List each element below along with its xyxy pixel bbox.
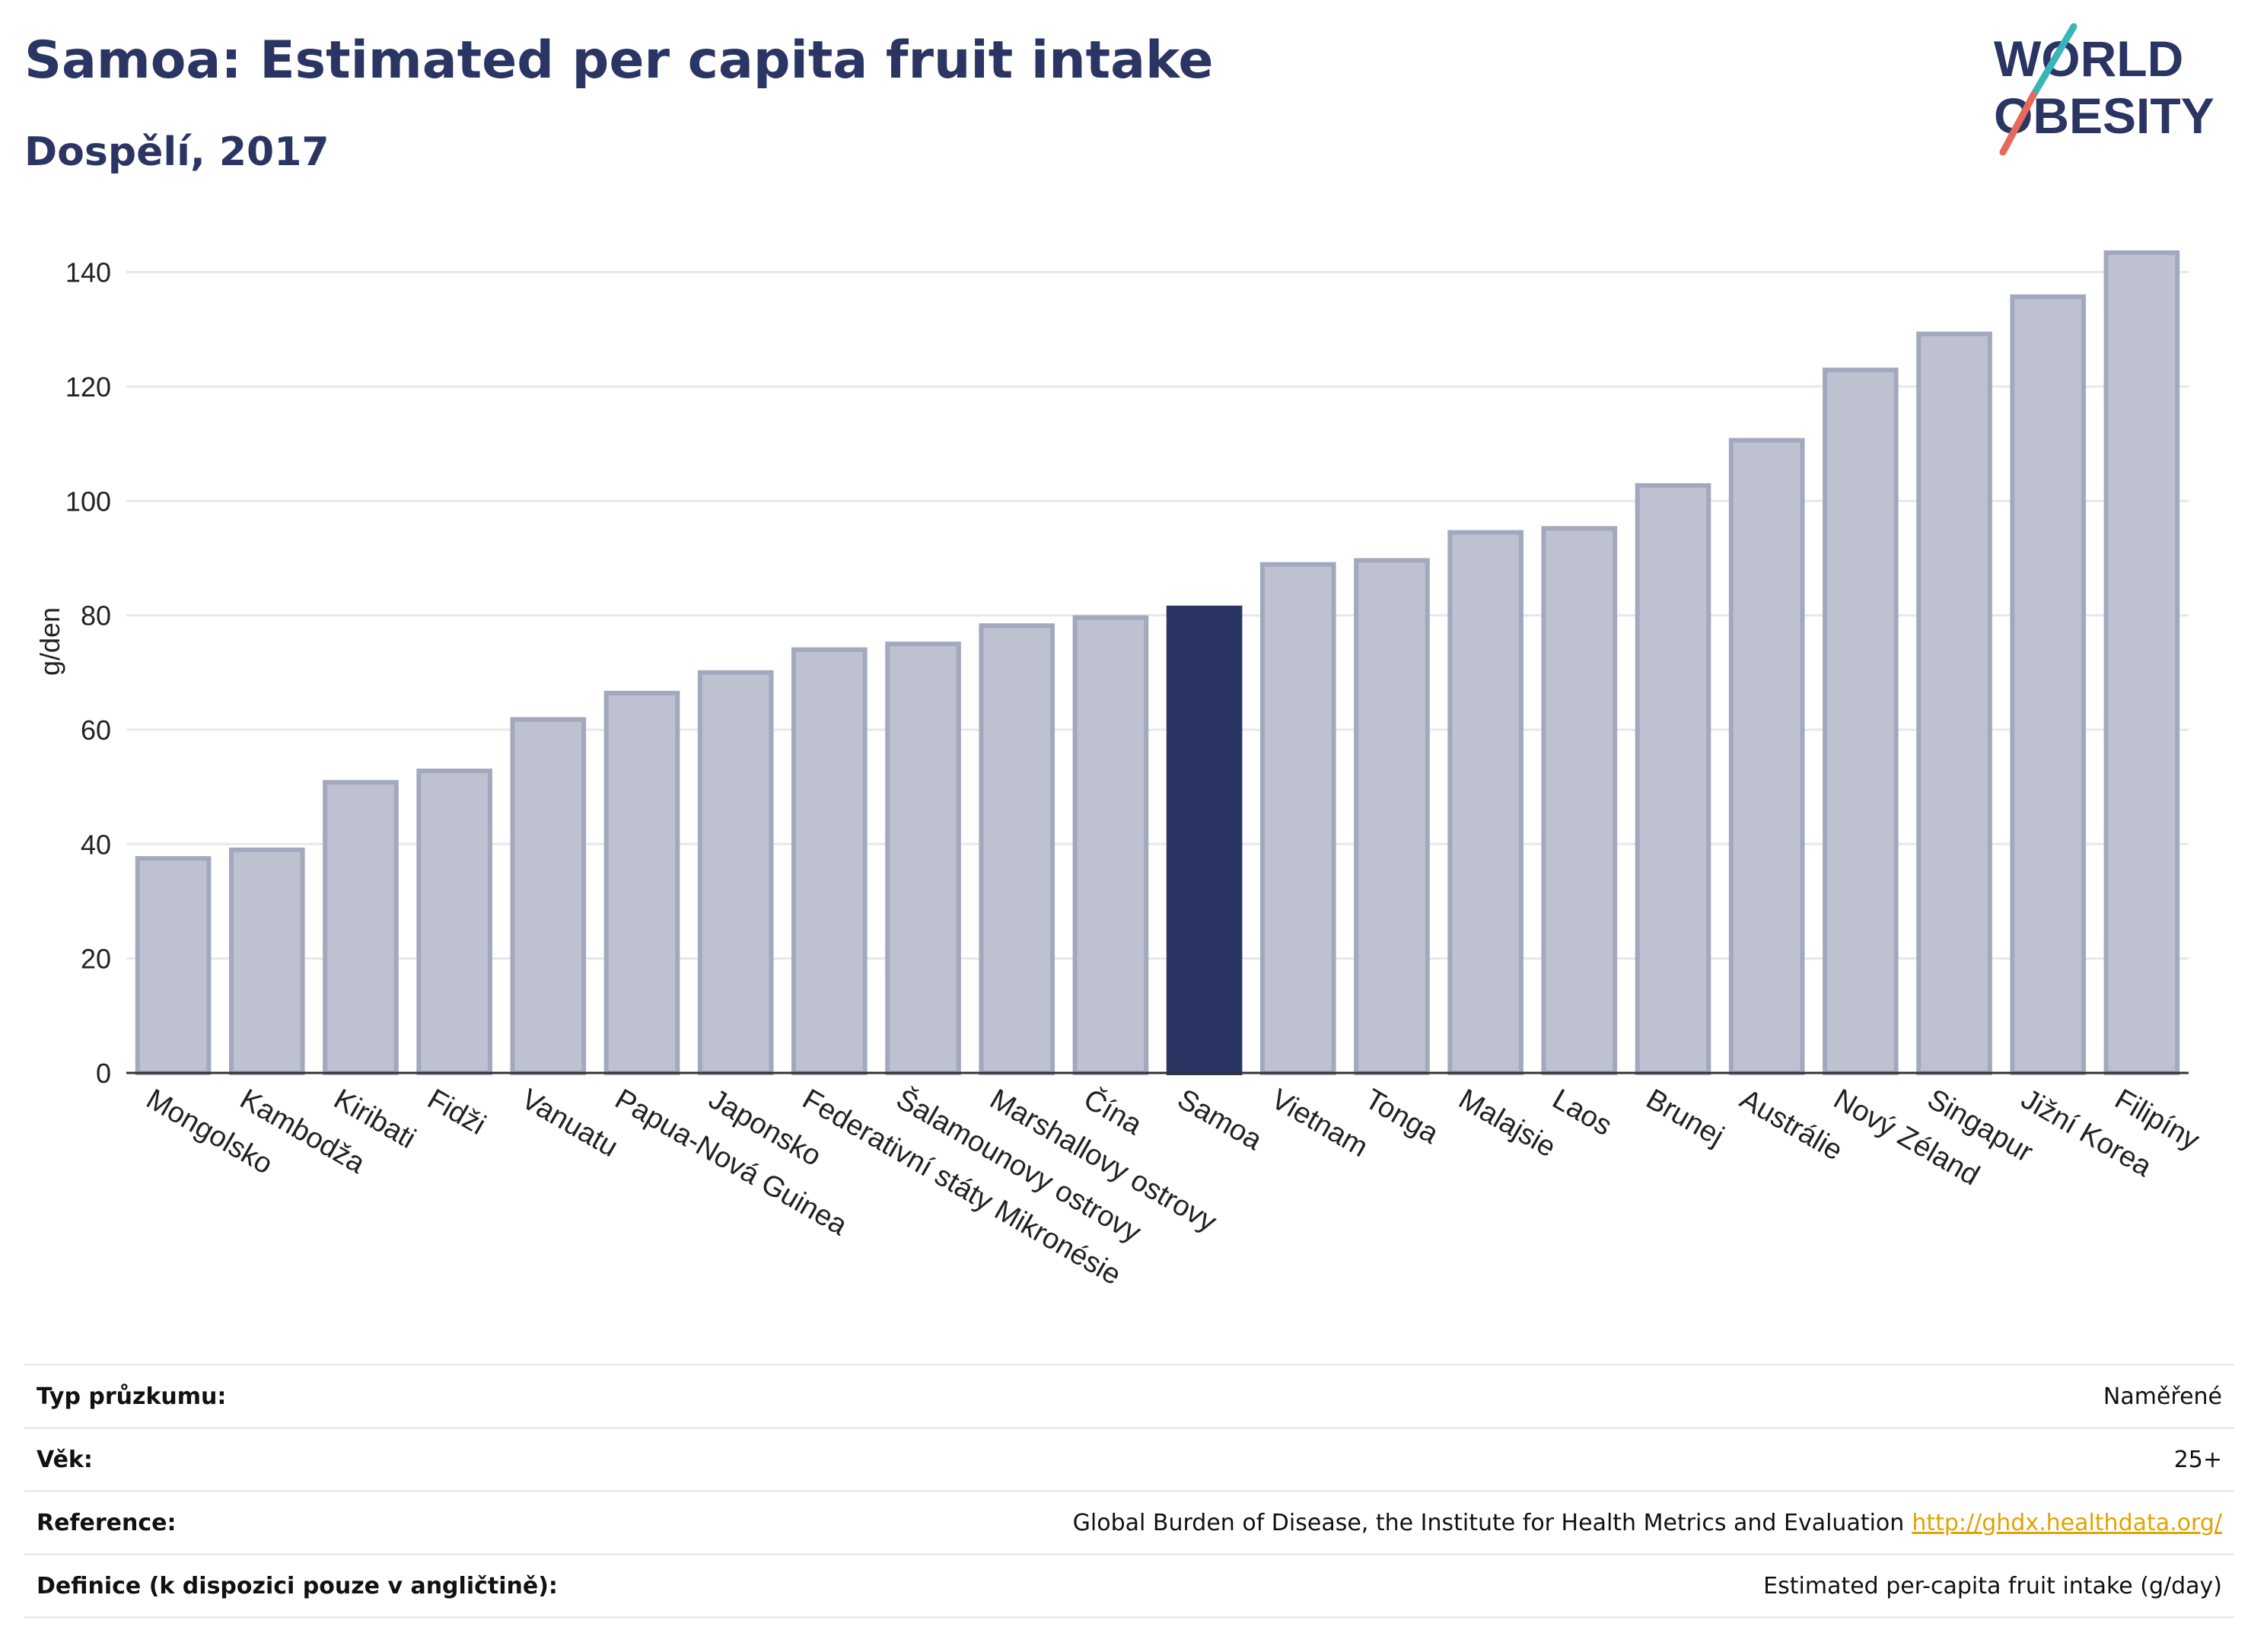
bar-2[interactable]	[323, 780, 399, 1075]
x-tick-label: Fidži	[422, 1083, 491, 1141]
chart-title: Samoa: Estimated per capita fruit intake	[24, 30, 1214, 91]
bar-20[interactable]	[2010, 294, 2087, 1075]
y-axis-title-group: g/den	[34, 607, 65, 676]
bar-4[interactable]	[510, 717, 587, 1076]
y-tick-label: 40	[81, 829, 111, 860]
meta-value: Estimated per-capita fruit intake (g/day…	[1763, 1572, 2222, 1599]
world-obesity-logo: WORLD OBESITY	[1994, 23, 2214, 156]
x-tick-label: Vanuatu	[516, 1083, 623, 1163]
bar-0[interactable]	[135, 856, 212, 1075]
x-tick-label: Tonga	[1359, 1083, 1444, 1151]
meta-row-definition: Definice (k dispozici pouze v angličtině…	[24, 1555, 2234, 1619]
bar-1[interactable]	[228, 847, 305, 1076]
bar-3[interactable]	[416, 769, 492, 1075]
meta-value: Naměřené	[2103, 1383, 2222, 1410]
metadata-table: Typ průzkumu: Naměřené Věk: 25+ Referenc…	[24, 1364, 2234, 1619]
y-axis-title: g/den	[34, 607, 65, 676]
meta-value: 25+	[2173, 1446, 2222, 1473]
bar-14[interactable]	[1447, 530, 1523, 1075]
meta-row-survey-type: Typ průzkumu: Naměřené	[24, 1366, 2234, 1429]
y-tick-label: 140	[65, 257, 111, 288]
meta-label: Definice (k dispozici pouze v angličtině…	[37, 1572, 558, 1599]
bar-chart: 020406080100120140MongolskoKambodžaKirib…	[34, 250, 2205, 1291]
bar-17[interactable]	[1728, 438, 1805, 1075]
y-tick-label: 120	[65, 371, 111, 403]
logo-slash-red	[1999, 91, 2037, 156]
x-tick-label: Samoa	[1172, 1083, 1268, 1157]
bar-9[interactable]	[979, 623, 1055, 1075]
meta-label: Reference:	[37, 1509, 177, 1536]
x-tick-label: Austrálie	[1734, 1083, 1848, 1167]
bar-6[interactable]	[697, 670, 774, 1075]
logo-slash-teal	[2030, 23, 2077, 99]
bar-13[interactable]	[1354, 558, 1430, 1075]
bar-5[interactable]	[603, 690, 680, 1075]
bar-8[interactable]	[885, 641, 961, 1075]
bar-16[interactable]	[1635, 482, 1711, 1075]
y-tick-label: 60	[81, 715, 111, 746]
bar-19[interactable]	[1916, 331, 1992, 1075]
reference-text: Global Burden of Disease, the Institute …	[1072, 1509, 1905, 1536]
bar-11[interactable]	[1166, 605, 1243, 1075]
bar-15[interactable]	[1541, 526, 1618, 1075]
x-tick-label: Malajsie	[1453, 1083, 1562, 1163]
x-tick-label: Brunej	[1641, 1083, 1729, 1152]
x-tick-label: Vietnam	[1266, 1083, 1373, 1163]
bar-21[interactable]	[2103, 250, 2180, 1075]
meta-row-age: Věk: 25+	[24, 1429, 2234, 1492]
y-tick-label: 0	[96, 1058, 111, 1089]
bar-12[interactable]	[1259, 562, 1336, 1075]
bar-18[interactable]	[1823, 368, 1899, 1075]
meta-label: Věk:	[37, 1446, 93, 1473]
bar-7[interactable]	[791, 647, 868, 1075]
meta-label: Typ průzkumu:	[37, 1383, 227, 1410]
bars	[135, 250, 2180, 1076]
x-tick-label: Čína	[1078, 1082, 1148, 1142]
y-tick-label: 100	[65, 485, 111, 517]
y-tick-label: 80	[81, 600, 111, 632]
bar-10[interactable]	[1072, 615, 1149, 1075]
y-tick-label: 20	[81, 944, 111, 975]
reference-link[interactable]: http://ghdx.healthdata.org/	[1912, 1509, 2222, 1536]
logo-line-1: WORLD	[1994, 30, 2183, 87]
meta-value-reference: Global Burden of Disease, the Institute …	[1073, 1510, 2222, 1536]
chart-subtitle: Dospělí, 2017	[24, 129, 330, 175]
meta-row-reference: Reference: Global Burden of Disease, the…	[24, 1492, 2234, 1555]
